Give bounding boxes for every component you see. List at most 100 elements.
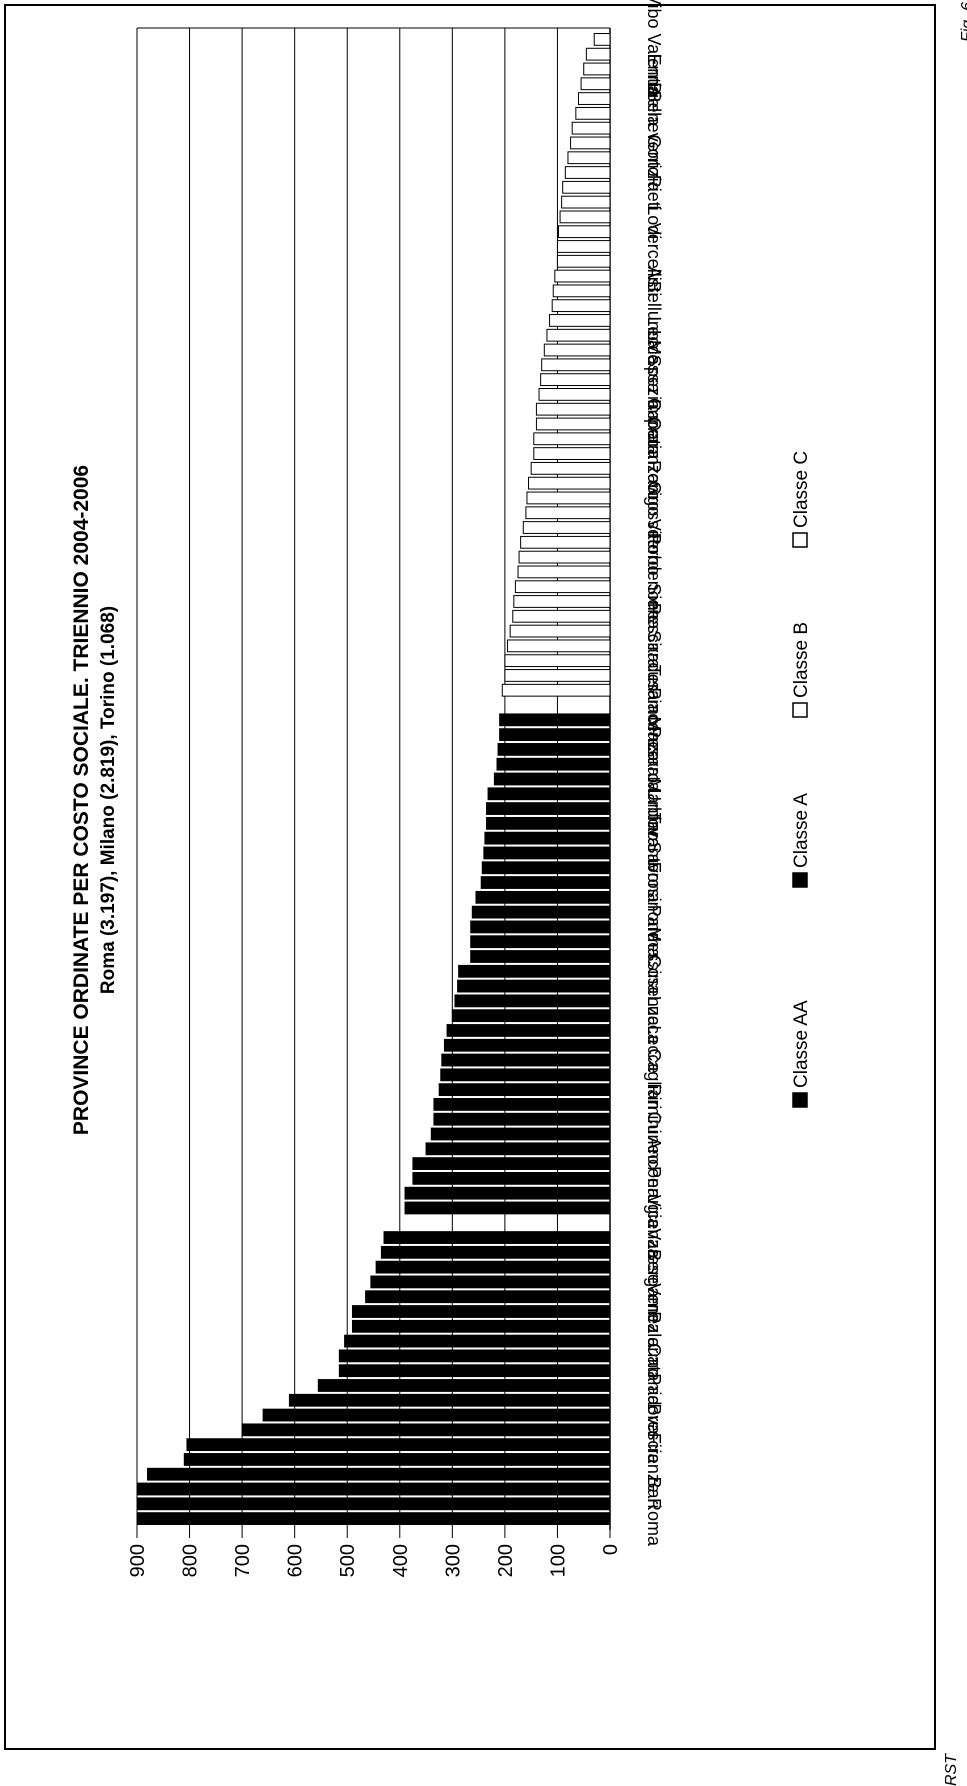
bar: Classe AA: 465 [365,1290,611,1304]
bar: Classe B: 173 [518,550,611,564]
bar: Classe AA: 490 [351,1305,611,1318]
tick-label: 700 [232,1544,254,1577]
value-axis-ticks: 900 800 700 600 500 400 300 200 100 0 [127,1530,622,1577]
category-label: Asti [644,266,664,296]
bar: Classe A: 210 [499,713,611,727]
category-label: Ancona [644,1137,664,1199]
category-label: Brescia [644,1403,664,1464]
bar: Classe A: 335 [433,1098,611,1111]
bar: Classe B: 75 [570,136,611,150]
category-label: Perugia [644,1166,664,1229]
bar: Classe B: 140 [535,417,611,431]
category-label: Rieti [644,175,664,211]
bar: Classe A: 243 [481,861,611,875]
category-label: Cosenza [644,955,664,1027]
legend-swatch [792,702,808,718]
bar: Classe A: 213 [497,743,611,756]
bar: Classe B: 130 [541,358,611,372]
bar: Classe B: 155 [528,476,611,490]
category-label: Savona [644,842,664,904]
bar: Classe B: 158 [526,491,611,505]
bar: Classe B: 200 [504,669,611,682]
category-label: Rimini [644,1083,664,1133]
bar: Classe A: 210 [499,728,611,742]
bar: Classe A: 235 [485,816,611,830]
bar: Classe A: 390 [404,1186,611,1200]
category-label: Venezia [644,1283,664,1348]
bar: Classe B: 65 [575,106,611,120]
category-label: Lecco [644,316,664,364]
bar: Classe B: 160 [525,506,611,520]
category-label: Catania [644,1343,664,1406]
category-label: Teramo [644,665,664,725]
bar: Classe B: 150 [530,461,611,475]
category-label: Pordenone [644,533,664,621]
tick-label: 900 [127,1544,149,1577]
bar: Classe AA: 435 [380,1245,611,1259]
category-label: Viterbo [644,519,664,576]
bar: Classe B: 183 [513,595,611,608]
bar: Classe A: 310 [446,1024,611,1037]
bar: Classe B: 85 [564,166,611,179]
bar: Classe A: 240 [483,846,611,860]
bar: Classe AA: 660 [262,1408,611,1422]
bar: Classe B: 145 [533,432,611,446]
category-label: Gorizia [644,135,664,193]
bar: Classe B: 200 [504,654,611,668]
bar: Classe A: 340 [430,1127,611,1141]
bar: Classe A: 245 [480,876,611,889]
bar: Classe A: 325 [438,1083,611,1097]
tick-label: 300 [442,1544,464,1577]
bar: Classe B: 90 [562,180,611,194]
category-label: La Spezia [644,330,664,411]
bar: Classe B: 60 [577,92,611,105]
corner-label: RST [943,1754,960,1786]
category-label: Lecce [644,1025,664,1073]
bar: Classe A: 220 [493,772,611,786]
bar: Classe B: 98 [557,225,611,239]
category-label: Grosseto [644,481,664,554]
legend-label: Classe C [791,451,812,528]
bar: Classe AA: 810 [183,1453,611,1466]
category-label: Siena [644,583,664,630]
bar: Classe AA: 515 [338,1364,611,1378]
bar: Classe AA: 805 [186,1438,611,1452]
bar: Classe B: 132 [540,373,611,387]
legend-swatch [792,532,808,548]
legend-label: Classe A [791,793,812,868]
chart-subtitle: Roma (3.197), Milano (2.819), Torino (1.… [98,606,119,994]
bar: Classe AA: 700 [241,1423,611,1437]
bar: Classe A: 262 [471,905,611,919]
tick-label: 800 [180,1544,202,1577]
category-label: Roma [644,1498,664,1547]
bar: Classe A: 322 [440,1068,611,1082]
bar: Classe AA: 490 [351,1319,611,1333]
bar: Classe B: 170 [520,535,611,549]
bar: Classe B: 110 [551,299,611,313]
bar: Classe B: 95 [559,210,611,224]
bar: Classe A: 265 [470,935,611,949]
bar: Classe AA: 430 [383,1231,611,1244]
bar: Classe AA: 900 [136,1482,611,1496]
category-label: Padova [644,1373,664,1435]
bar: Classe B: 92 [561,195,611,209]
bar: Classe B: 100 [556,254,611,268]
bar: Classe AA: 515 [338,1349,611,1363]
bar: Classe A: 290 [457,979,611,993]
category-label: Massa Carrara [644,340,664,460]
category-label: Parma [644,905,664,959]
tick-label: 500 [337,1544,359,1577]
bar: Classe A: 288 [458,964,611,978]
bar: Classe A: 235 [485,802,611,815]
legend-label: Classe B [791,622,812,698]
bar: Classe B: 80 [567,151,611,165]
bar: Classe A: 375 [412,1157,611,1170]
bar: Classe A: 320 [441,1053,611,1067]
tick-label: 0 [600,1544,622,1555]
bar: Classe B: 140 [535,402,611,416]
bar: Classe A: 265 [470,920,611,934]
category-label: Varese [644,1228,664,1284]
chart-frame [4,4,936,1750]
legend-swatch [792,872,808,888]
